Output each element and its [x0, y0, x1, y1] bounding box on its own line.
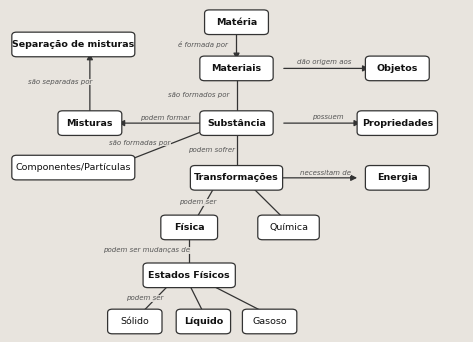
- FancyBboxPatch shape: [365, 166, 429, 190]
- FancyBboxPatch shape: [242, 309, 297, 334]
- Text: são separadas por: são separadas por: [28, 79, 92, 85]
- FancyBboxPatch shape: [12, 155, 135, 180]
- Text: podem ser mudanças de: podem ser mudanças de: [103, 247, 190, 253]
- Text: podem formar: podem formar: [140, 115, 191, 121]
- Text: necessitam de: necessitam de: [300, 170, 351, 176]
- FancyBboxPatch shape: [190, 166, 282, 190]
- Text: podem ser: podem ser: [179, 199, 217, 206]
- Text: Matéria: Matéria: [216, 18, 257, 27]
- Text: possuem: possuem: [312, 114, 343, 120]
- Text: são formadas por: são formadas por: [109, 140, 170, 146]
- FancyBboxPatch shape: [161, 215, 218, 240]
- Text: Líquido: Líquido: [184, 317, 223, 326]
- Text: Componentes/Partículas: Componentes/Partículas: [16, 163, 131, 172]
- Text: Química: Química: [269, 223, 308, 232]
- Text: Substância: Substância: [207, 119, 266, 128]
- Text: Sólido: Sólido: [121, 317, 149, 326]
- FancyBboxPatch shape: [258, 215, 319, 240]
- FancyBboxPatch shape: [58, 111, 122, 135]
- FancyBboxPatch shape: [200, 56, 273, 81]
- Text: Misturas: Misturas: [67, 119, 113, 128]
- Text: Transformações: Transformações: [194, 173, 279, 182]
- Text: dão origem aos: dão origem aos: [298, 58, 351, 65]
- FancyBboxPatch shape: [12, 32, 135, 57]
- FancyBboxPatch shape: [357, 111, 438, 135]
- Text: Propriedades: Propriedades: [362, 119, 433, 128]
- Text: podem sofrer: podem sofrer: [188, 147, 236, 153]
- Text: Materiais: Materiais: [211, 64, 262, 73]
- Text: Física: Física: [174, 223, 204, 232]
- FancyBboxPatch shape: [143, 263, 235, 288]
- Text: Estados Físicos: Estados Físicos: [149, 271, 230, 280]
- Text: Separação de misturas: Separação de misturas: [12, 40, 134, 49]
- Text: são formados por: são formados por: [168, 92, 229, 98]
- FancyBboxPatch shape: [176, 309, 231, 334]
- Text: Gasoso: Gasoso: [252, 317, 287, 326]
- FancyBboxPatch shape: [204, 10, 268, 35]
- Text: Objetos: Objetos: [377, 64, 418, 73]
- FancyBboxPatch shape: [107, 309, 162, 334]
- Text: é formada por: é formada por: [178, 41, 228, 48]
- FancyBboxPatch shape: [200, 111, 273, 135]
- FancyBboxPatch shape: [365, 56, 429, 81]
- Text: Energia: Energia: [377, 173, 418, 182]
- Text: podem ser: podem ser: [125, 295, 163, 301]
